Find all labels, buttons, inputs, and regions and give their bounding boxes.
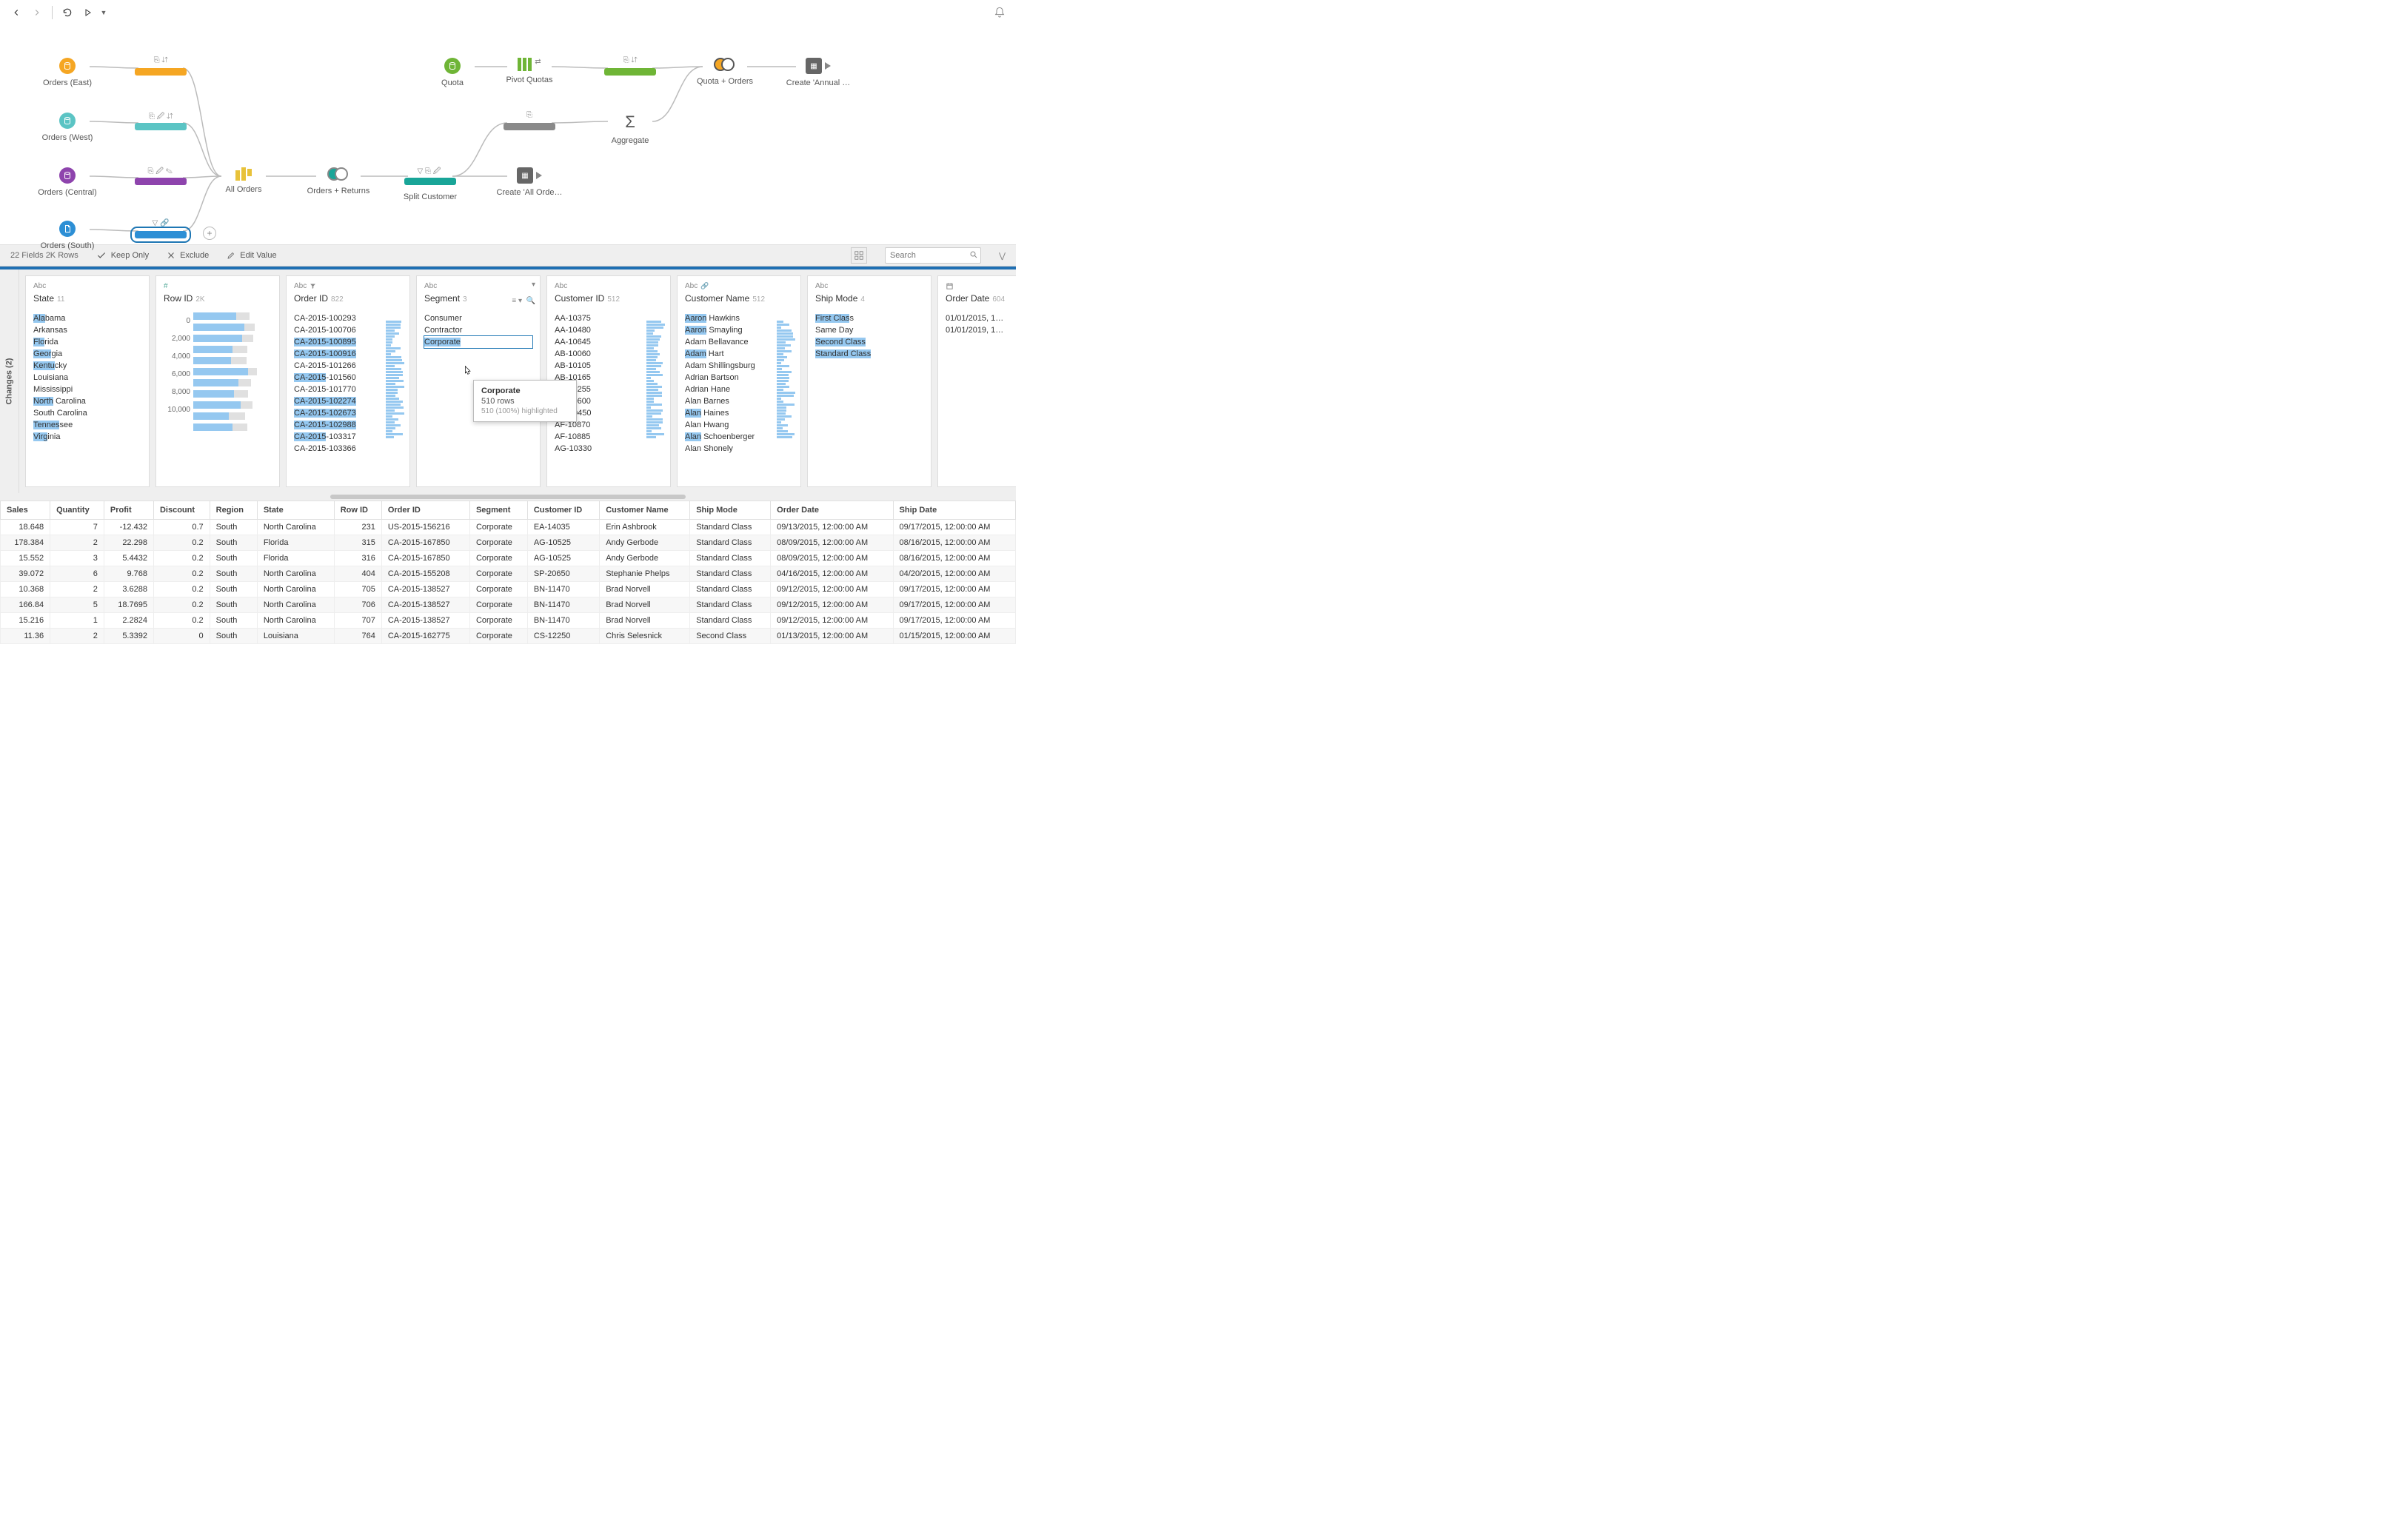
flow-node-west[interactable]: Orders (West) bbox=[27, 113, 108, 142]
profile-value[interactable]: Florida bbox=[33, 336, 141, 348]
table-row[interactable]: 10.36823.62880.2SouthNorth Carolina705CA… bbox=[1, 582, 1016, 597]
profile-value[interactable]: Virginia bbox=[33, 431, 141, 443]
table-row[interactable]: 39.07269.7680.2SouthNorth Carolina404CA-… bbox=[1, 566, 1016, 582]
flow-node-quota_s[interactable]: ⎘ ⇵ bbox=[589, 58, 671, 78]
forward-button[interactable] bbox=[27, 2, 47, 23]
flow-node-south_s[interactable]: ▽ 🔗 bbox=[120, 221, 201, 241]
keep-only-button[interactable]: Keep Only bbox=[96, 250, 149, 261]
profile-value[interactable]: Alabama bbox=[33, 312, 141, 324]
profile-card[interactable]: #Row ID2K02,0004,0006,0008,00010,000 bbox=[155, 275, 280, 487]
grid-header[interactable]: Ship Date bbox=[893, 501, 1015, 520]
profile-value[interactable]: South Carolina bbox=[33, 407, 141, 419]
toolbar: ▼ bbox=[0, 0, 1016, 25]
edit-value-button[interactable]: Edit Value bbox=[227, 251, 276, 260]
grid-header[interactable]: Segment bbox=[469, 501, 527, 520]
flow-node-out_annual[interactable]: ▦Create 'Annual … bbox=[777, 58, 859, 87]
grid-header[interactable]: Quantity bbox=[50, 501, 104, 520]
table-row[interactable]: 18.6487-12.4320.7SouthNorth Carolina231U… bbox=[1, 520, 1016, 535]
profile-value[interactable]: Mississippi bbox=[33, 384, 141, 395]
profile-value[interactable]: 01/01/2015, 1… bbox=[946, 312, 1016, 324]
profile-value[interactable]: Corporate bbox=[424, 336, 532, 348]
profile-value[interactable]: Contractor bbox=[424, 324, 532, 336]
profile-value[interactable]: Arkansas bbox=[33, 324, 141, 336]
flow-node-quota[interactable]: Quota bbox=[412, 58, 493, 87]
flow-node-allorders[interactable]: All Orders bbox=[203, 167, 284, 194]
flow-node-pivot[interactable]: ⇄Pivot Quotas bbox=[489, 58, 570, 84]
flow-canvas[interactable]: Orders (East) ⎘ ⇵ Orders (West) ⎘ 🖉 ⇵ Orders… bbox=[0, 25, 1016, 244]
flow-node-out_all[interactable]: ▦Create 'All Orde… bbox=[489, 167, 570, 197]
flow-node-south[interactable]: Orders (South) bbox=[27, 221, 108, 250]
reload-button[interactable] bbox=[57, 2, 78, 23]
grid-header[interactable]: Ship Mode bbox=[690, 501, 771, 520]
flow-node-aggregate[interactable]: ΣAggregate bbox=[589, 113, 671, 145]
flow-node-split[interactable]: ▽ ⎘ 🖉 ⇵Split Customer bbox=[389, 167, 471, 201]
profile-value[interactable]: Louisiana bbox=[33, 372, 141, 384]
add-step-button[interactable]: + bbox=[203, 227, 216, 240]
cursor-icon bbox=[461, 364, 473, 379]
grid-header[interactable]: Order Date bbox=[771, 501, 893, 520]
grid-header[interactable]: Discount bbox=[153, 501, 210, 520]
search-box bbox=[885, 247, 981, 264]
search-input[interactable] bbox=[885, 247, 981, 264]
toolbar-sep bbox=[52, 6, 53, 19]
run-button[interactable] bbox=[78, 2, 98, 23]
profile-card[interactable]: Abc Order ID822CA-2015-100293CA-2015-100… bbox=[286, 275, 410, 487]
flow-node-east_s[interactable]: ⎘ ⇵ bbox=[120, 58, 201, 78]
search-icon bbox=[969, 250, 978, 261]
changes-tab[interactable]: Changes (2) bbox=[0, 270, 19, 493]
flow-node-agg_s[interactable]: ⎘ bbox=[489, 113, 570, 133]
profile-card[interactable]: AbcState11AlabamaArkansasFloridaGeorgiaK… bbox=[25, 275, 150, 487]
profile-scrollbar[interactable] bbox=[0, 493, 1016, 500]
profile-pane: ▶ Changes (2) AbcState11AlabamaArkansasF… bbox=[0, 270, 1016, 493]
flow-node-west_s[interactable]: ⎘ 🖉 ⇵ bbox=[120, 113, 201, 133]
flow-node-central[interactable]: Orders (Central) bbox=[27, 167, 108, 197]
profile-card[interactable]: Order Date60401/01/2015, 1…01/01/2019, 1… bbox=[937, 275, 1016, 487]
action-bar: 22 Fields 2K Rows Keep Only Exclude Edit… bbox=[0, 244, 1016, 267]
card-menu[interactable]: ▾ bbox=[532, 281, 535, 289]
grid-header[interactable]: Sales bbox=[1, 501, 50, 520]
profile-value[interactable]: Georgia bbox=[33, 348, 141, 360]
table-row[interactable]: 178.384222.2980.2SouthFlorida315CA-2015-… bbox=[1, 535, 1016, 551]
grid-header[interactable]: Order ID bbox=[381, 501, 469, 520]
notifications-button[interactable] bbox=[989, 2, 1010, 23]
grid-header[interactable]: Region bbox=[210, 501, 257, 520]
data-grid[interactable]: SalesQuantityProfitDiscountRegionStateRo… bbox=[0, 500, 1016, 644]
profile-value[interactable]: First Class bbox=[815, 312, 923, 324]
profile-value[interactable]: Standard Class bbox=[815, 348, 923, 360]
table-row[interactable]: 11.3625.33920SouthLouisiana764CA-2015-16… bbox=[1, 629, 1016, 644]
view-toggle[interactable] bbox=[851, 247, 867, 264]
profile-value[interactable]: Consumer bbox=[424, 312, 532, 324]
expand-button[interactable]: ⋁ bbox=[999, 251, 1006, 261]
run-menu[interactable]: ▼ bbox=[98, 2, 109, 23]
table-row[interactable]: 15.21612.28240.2SouthNorth Carolina707CA… bbox=[1, 613, 1016, 629]
value-tooltip: Corporate510 rows510 (100%) highlighted bbox=[473, 380, 577, 422]
grid-header[interactable]: Profit bbox=[104, 501, 153, 520]
profile-card[interactable]: Abc 🔗Customer Name512Aaron HawkinsAaron … bbox=[677, 275, 801, 487]
flow-node-central_s[interactable]: ⎘ 🖉 ✎ ⇵ bbox=[120, 167, 201, 188]
grid-header[interactable]: Customer Name bbox=[600, 501, 690, 520]
exclude-button[interactable]: Exclude bbox=[167, 251, 209, 260]
profile-value[interactable]: Tennessee bbox=[33, 419, 141, 431]
table-row[interactable]: 15.55235.44320.2SouthFlorida316CA-2015-1… bbox=[1, 551, 1016, 566]
profile-card[interactable]: AbcShip Mode4First ClassSame DaySecond C… bbox=[807, 275, 931, 487]
flow-node-east[interactable]: Orders (East) bbox=[27, 58, 108, 87]
profile-value[interactable]: 01/01/2019, 1… bbox=[946, 324, 1016, 336]
back-button[interactable] bbox=[6, 2, 27, 23]
sort-button[interactable]: ≡ ▾ 🔍 bbox=[512, 297, 535, 305]
profile-card[interactable]: ▾AbcSegment3≡ ▾ 🔍ConsumerContractorCorpo… bbox=[416, 275, 541, 487]
grid-header[interactable]: State bbox=[257, 501, 334, 520]
field-row-stats: 22 Fields 2K Rows bbox=[10, 251, 78, 260]
table-row[interactable]: 166.84518.76950.2SouthNorth Carolina706C… bbox=[1, 597, 1016, 613]
profile-value[interactable]: Same Day bbox=[815, 324, 923, 336]
profile-value[interactable]: Second Class bbox=[815, 336, 923, 348]
grid-header[interactable]: Customer ID bbox=[527, 501, 599, 520]
profile-value[interactable]: Kentucky bbox=[33, 360, 141, 372]
flow-node-quota_orders[interactable]: Quota + Orders bbox=[684, 58, 766, 86]
grid-header[interactable]: Row ID bbox=[334, 501, 381, 520]
profile-value[interactable]: North Carolina bbox=[33, 395, 141, 407]
flow-node-orders_returns[interactable]: Orders + Returns bbox=[298, 167, 379, 195]
